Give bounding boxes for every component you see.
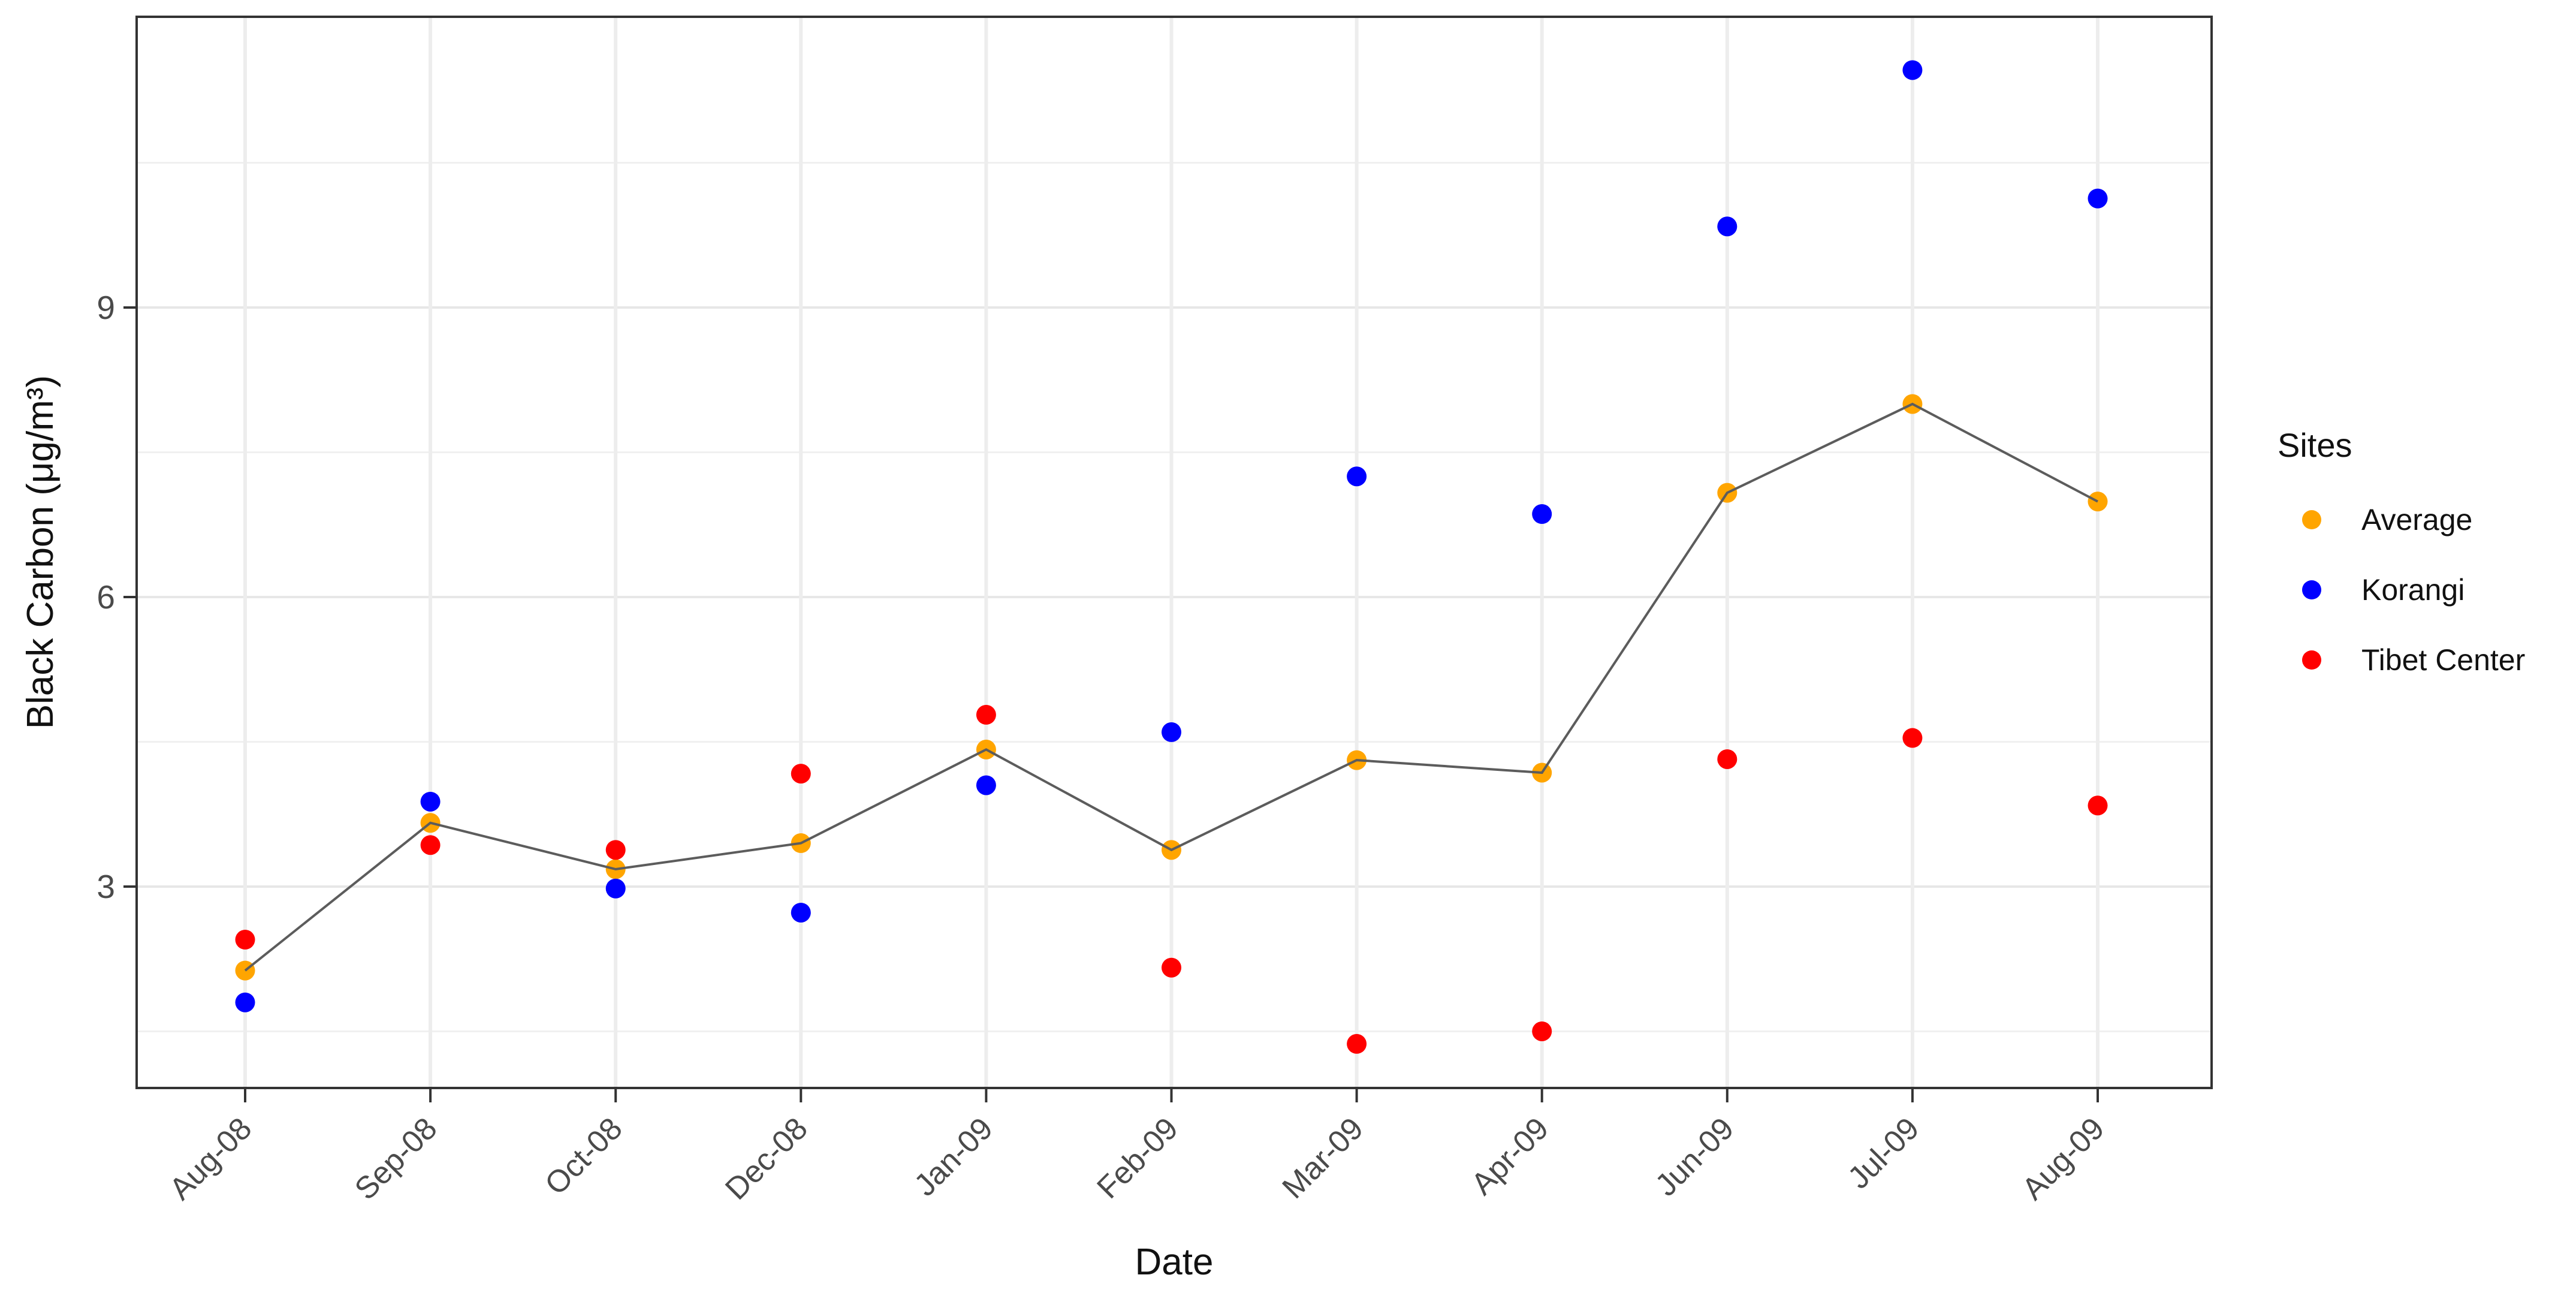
point-korangi bbox=[420, 791, 441, 812]
point-tibet-center bbox=[605, 840, 626, 860]
point-korangi bbox=[605, 878, 626, 899]
point-tibet-center bbox=[1162, 957, 1181, 978]
point-tibet-center bbox=[976, 704, 996, 725]
legend-swatch-korangi bbox=[2302, 580, 2321, 599]
plot-panel-border bbox=[135, 16, 2213, 1089]
legend-label-average: Average bbox=[2361, 503, 2472, 537]
legend-title: Sites bbox=[2278, 426, 2352, 464]
point-korangi bbox=[1532, 504, 1552, 525]
x-tick-label: Oct-08 bbox=[538, 1111, 629, 1201]
point-korangi bbox=[791, 902, 811, 923]
legend-item-average: Average bbox=[2302, 503, 2472, 537]
x-tick-label: Feb-09 bbox=[1090, 1111, 1185, 1205]
point-korangi bbox=[2088, 188, 2108, 209]
legend-swatch-tibet-center bbox=[2302, 650, 2321, 670]
axis-ticks-and-labels: 3 6 9 Aug-08 Sep-08 Oct-08 Dec-08 Jan-09 Feb-09 M… bbox=[96, 289, 2111, 1207]
data-points bbox=[235, 60, 2108, 1054]
x-tick-label: Aug-08 bbox=[163, 1111, 259, 1207]
point-tibet-center bbox=[235, 930, 255, 950]
point-tibet-center bbox=[1532, 1021, 1552, 1041]
x-tick-label: Dec-08 bbox=[719, 1111, 815, 1207]
point-tibet-center bbox=[2088, 795, 2108, 816]
point-korangi bbox=[1347, 466, 1367, 487]
average-trend-line-path bbox=[244, 402, 2098, 972]
gridlines bbox=[137, 17, 2212, 1088]
legend: Sites Average Korangi Tibet Center bbox=[2278, 426, 2525, 677]
point-korangi bbox=[235, 992, 255, 1012]
x-tick-label: Mar-09 bbox=[1276, 1111, 1370, 1205]
legend-label-tibet-center: Tibet Center bbox=[2361, 643, 2525, 677]
point-korangi bbox=[1902, 60, 1923, 80]
x-tick-label: Jul-09 bbox=[1841, 1111, 1926, 1195]
x-tick-label: Sep-08 bbox=[348, 1111, 444, 1207]
average-trend-line bbox=[244, 402, 2098, 972]
point-korangi bbox=[1717, 216, 1738, 237]
legend-swatch-average bbox=[2302, 510, 2321, 529]
y-tick-label: 3 bbox=[96, 868, 115, 905]
point-korangi bbox=[1162, 722, 1181, 742]
legend-label-korangi: Korangi bbox=[2361, 573, 2465, 607]
x-tick-label: Aug-09 bbox=[2016, 1111, 2112, 1207]
point-korangi bbox=[976, 775, 996, 795]
legend-items: Average Korangi Tibet Center bbox=[2302, 503, 2525, 677]
point-tibet-center bbox=[420, 835, 441, 855]
y-tick-label: 9 bbox=[96, 289, 115, 326]
point-tibet-center bbox=[1717, 749, 1738, 769]
point-tibet-center bbox=[791, 764, 811, 784]
legend-item-korangi: Korangi bbox=[2302, 573, 2465, 607]
point-tibet-center bbox=[1902, 728, 1923, 748]
x-axis-title: Date bbox=[1135, 1241, 1214, 1283]
point-tibet-center bbox=[1347, 1033, 1367, 1054]
x-tick-label: Jan-09 bbox=[907, 1111, 999, 1202]
x-tick-label: Apr-09 bbox=[1465, 1111, 1555, 1201]
y-axis-title: Black Carbon (μg/m³) bbox=[20, 375, 61, 729]
x-tick-label: Jun-09 bbox=[1649, 1111, 1741, 1202]
y-tick-label: 6 bbox=[96, 578, 115, 616]
legend-item-tibet-center: Tibet Center bbox=[2302, 643, 2525, 677]
